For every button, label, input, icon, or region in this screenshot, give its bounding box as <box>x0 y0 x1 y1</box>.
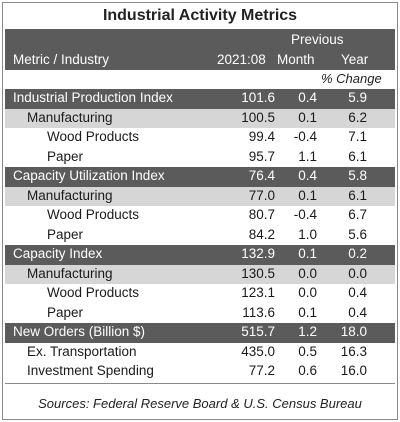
header-metric: Metric / Industry <box>13 52 110 67</box>
row-year-change: 0.4 <box>348 285 367 300</box>
pct-change-row: % Change <box>5 71 395 89</box>
row-label: Capacity Index <box>13 246 103 261</box>
row-label: Paper <box>47 304 84 320</box>
table-header: Previous Metric / Industry 2021:08 Month… <box>5 29 395 70</box>
row-month-change: 0.1 <box>298 109 317 125</box>
row-month-change: 1.2 <box>298 324 317 339</box>
row-label: Ex. Transportation <box>27 343 137 359</box>
table-row: Wood Products 123.1 0.0 0.4 <box>5 284 395 304</box>
table-row: Manufacturing 100.5 0.1 6.2 <box>5 108 395 128</box>
row-label: New Orders (Billion $) <box>13 324 146 339</box>
row-month-change: 0.4 <box>298 90 317 105</box>
row-month-change: 0.1 <box>298 187 317 203</box>
row-value: 435.0 <box>241 343 275 359</box>
row-label: Capacity Utilization Index <box>13 168 165 183</box>
row-year-change: 7.1 <box>348 129 367 144</box>
table-row: Industrial Production Index 101.6 0.4 5.9 <box>5 89 395 109</box>
table-row: Capacity Utilization Index 76.4 0.4 5.8 <box>5 167 395 187</box>
row-value: 113.6 <box>242 304 275 320</box>
row-value: 123.1 <box>241 285 275 300</box>
row-value: 77.0 <box>248 187 275 203</box>
row-label: Wood Products <box>47 285 140 300</box>
row-label: Paper <box>47 226 84 242</box>
row-year-change: 5.8 <box>348 168 367 183</box>
row-value: 80.7 <box>248 207 275 222</box>
table-row: Manufacturing 77.0 0.1 6.1 <box>5 186 395 206</box>
row-year-change: 6.1 <box>348 148 367 164</box>
header-month: Month <box>277 52 315 67</box>
table-row: Investment Spending 77.2 0.6 16.0 <box>5 362 395 382</box>
row-label: Paper <box>47 148 84 164</box>
row-month-change: 0.6 <box>298 363 317 378</box>
row-month-change: 0.1 <box>298 304 317 320</box>
row-year-change: 5.6 <box>348 226 367 242</box>
header-year: Year <box>341 52 369 67</box>
row-value: 515.7 <box>241 324 275 339</box>
row-month-change: 1.0 <box>298 226 317 242</box>
row-year-change: 0.0 <box>348 265 367 281</box>
table-row: Wood Products 80.7 -0.4 6.7 <box>5 206 395 226</box>
row-month-change: 0.0 <box>298 265 317 281</box>
row-month-change: 0.5 <box>298 343 317 359</box>
row-year-change: 18.0 <box>340 324 367 339</box>
row-value: 99.4 <box>248 129 275 144</box>
row-year-change: 6.7 <box>348 207 367 222</box>
header-previous: Previous <box>291 32 344 47</box>
row-label: Industrial Production Index <box>13 90 173 105</box>
row-value: 101.6 <box>241 90 275 105</box>
table-row: Manufacturing 130.5 0.0 0.0 <box>5 264 395 284</box>
header-date: 2021:08 <box>217 52 266 67</box>
table-title: Industrial Activity Metrics <box>102 7 298 24</box>
row-value: 84.2 <box>248 226 275 242</box>
row-label: Wood Products <box>47 207 140 222</box>
table-row: Wood Products 99.4 -0.4 7.1 <box>5 128 395 148</box>
row-label: Manufacturing <box>27 109 113 125</box>
row-value: 76.4 <box>248 168 275 183</box>
row-value: 95.7 <box>248 148 275 164</box>
table-row: Paper 95.7 1.1 6.1 <box>5 147 395 167</box>
row-month-change: -0.4 <box>293 207 317 222</box>
table-bottom-rule <box>5 382 395 384</box>
row-label: Investment Spending <box>27 363 154 378</box>
row-label: Manufacturing <box>27 265 113 281</box>
row-month-change: 1.1 <box>298 148 317 164</box>
row-label: Manufacturing <box>27 187 113 203</box>
row-year-change: 6.2 <box>348 109 367 125</box>
row-month-change: 0.0 <box>298 285 317 300</box>
table-row: Paper 113.6 0.1 0.4 <box>5 303 395 323</box>
row-year-change: 6.1 <box>348 187 367 203</box>
row-value: 100.5 <box>241 109 275 125</box>
row-year-change: 5.9 <box>348 90 367 105</box>
table-row: Capacity Index 132.9 0.1 0.2 <box>5 245 395 265</box>
row-month-change: -0.4 <box>293 129 317 144</box>
table-row: Paper 84.2 1.0 5.6 <box>5 225 395 245</box>
table-row: Ex. Transportation 435.0 0.5 16.3 <box>5 342 395 362</box>
row-month-change: 0.1 <box>298 246 317 261</box>
row-year-change: 0.2 <box>348 246 367 261</box>
row-value: 130.5 <box>241 265 275 281</box>
row-month-change: 0.4 <box>298 168 317 183</box>
pct-change-label: % Change <box>321 71 382 86</box>
row-value: 132.9 <box>241 246 275 261</box>
row-value: 77.2 <box>248 363 275 378</box>
row-year-change: 0.4 <box>348 304 367 320</box>
row-year-change: 16.3 <box>340 343 367 359</box>
row-label: Wood Products <box>47 129 140 144</box>
source-note: Sources: Federal Reserve Board & U.S. Ce… <box>38 396 362 411</box>
row-year-change: 16.0 <box>340 363 367 378</box>
table-row: New Orders (Billion $) 515.7 1.2 18.0 <box>5 323 395 343</box>
